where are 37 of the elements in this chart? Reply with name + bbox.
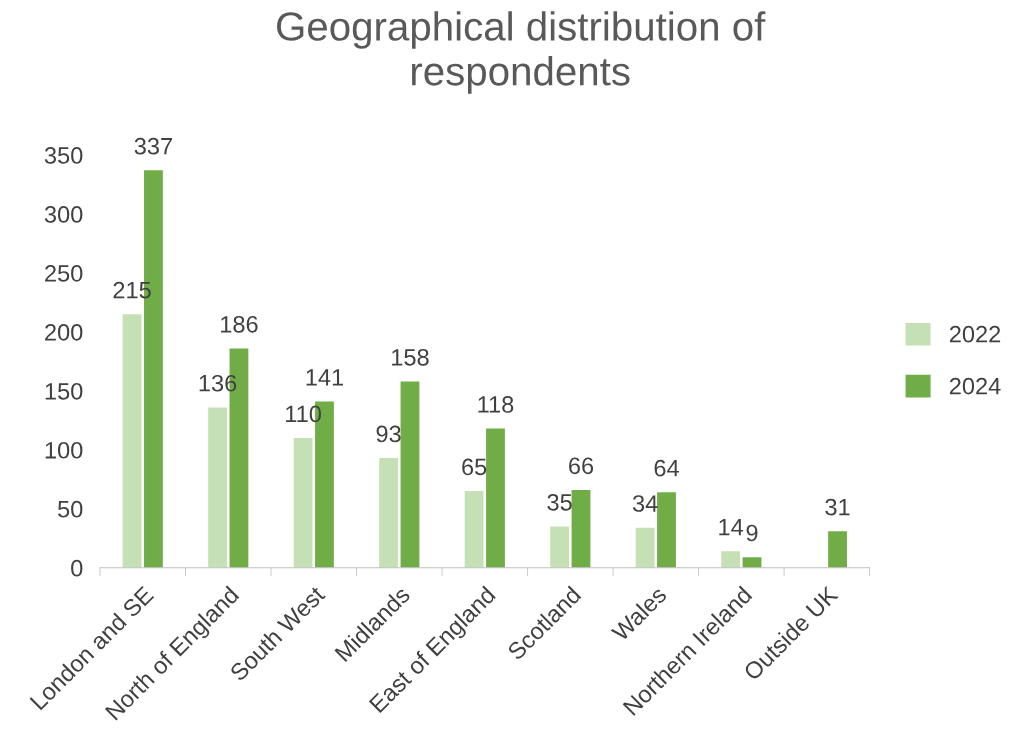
data-label: 337	[134, 137, 172, 155]
chart-title: Geographical distribution of respondents	[277, 11, 766, 94]
data-label: 9	[746, 524, 758, 542]
data-label: 66	[569, 457, 594, 475]
bar	[464, 491, 484, 568]
data-label: 93	[376, 425, 401, 443]
data-label: 14	[719, 518, 744, 536]
bar	[379, 458, 398, 568]
legend-label: 2022	[949, 325, 1001, 343]
data-label: 186	[221, 315, 258, 333]
bar	[635, 527, 655, 568]
bar	[657, 492, 676, 568]
data-label: 35	[547, 493, 572, 511]
bar	[293, 438, 313, 568]
bar	[550, 526, 570, 568]
data-label: 64	[654, 459, 679, 477]
legend-label: 2024	[949, 377, 1001, 395]
bar	[721, 551, 741, 568]
bar	[828, 531, 847, 568]
data-label: 118	[478, 396, 514, 413]
y-tick-label: 300	[44, 206, 83, 223]
bar	[208, 407, 227, 568]
y-tick-label: 0	[71, 559, 83, 577]
y-tick-label: 100	[45, 441, 83, 459]
y-tick-label: 350	[44, 147, 83, 164]
y-tick-label: 250	[45, 265, 83, 282]
data-label: 141	[306, 369, 344, 386]
data-label: 31	[825, 498, 850, 516]
y-tick-label: 150	[45, 382, 83, 400]
bar	[122, 314, 142, 568]
data-label: 158	[392, 348, 429, 366]
bar	[400, 381, 420, 568]
y-tick-label: 200	[45, 323, 83, 341]
bar	[486, 428, 505, 568]
bar	[742, 557, 762, 568]
bar	[571, 489, 591, 568]
y-tick-label: 50	[58, 500, 83, 518]
